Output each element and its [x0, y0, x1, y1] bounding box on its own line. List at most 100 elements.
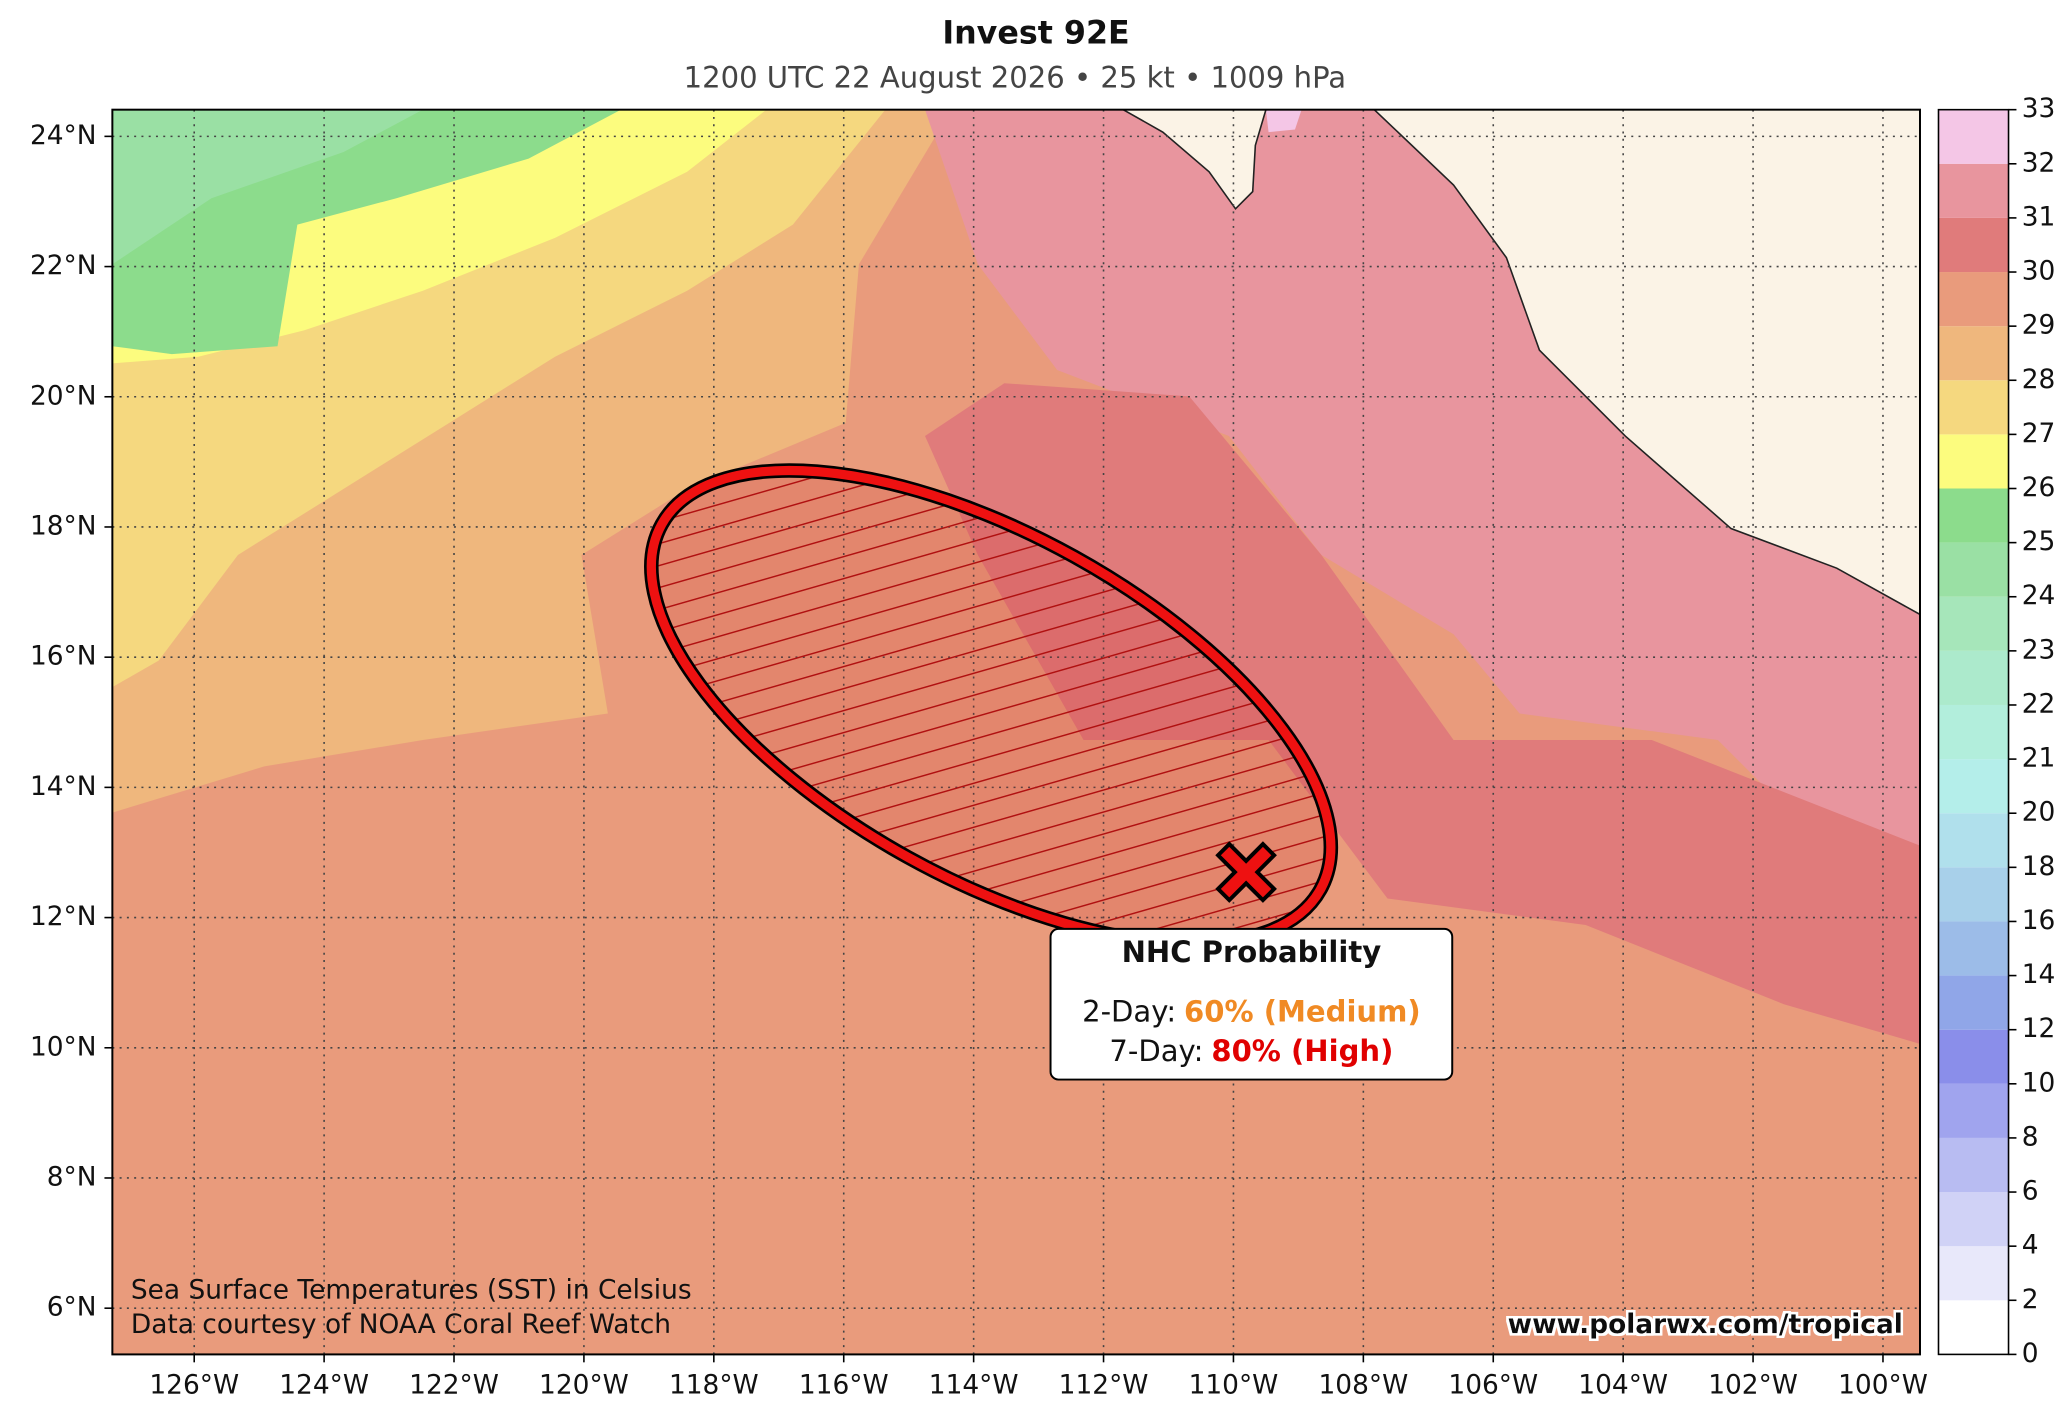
- colorbar-frame: [1937, 108, 2010, 1356]
- colorbar-label: 21: [2022, 743, 2056, 774]
- colorbar-label: 30: [2022, 256, 2056, 287]
- colorbar-segment: [1938, 217, 2009, 273]
- sst-zone: [925, 383, 1920, 1044]
- colorbar-segment: [1938, 272, 2009, 327]
- colorbar-segment: [1938, 596, 2009, 651]
- colorbar-label: 22: [2022, 688, 2056, 719]
- colorbar-segment: [1938, 1246, 2009, 1301]
- colorbar-segment: [1938, 542, 2009, 597]
- colorbar-label: 23: [2022, 634, 2056, 665]
- colorbar-label: 8: [2022, 1121, 2039, 1152]
- colorbar-segment: [1938, 1083, 2009, 1138]
- outlook-area: [644, 463, 1339, 951]
- colorbar-label: 24: [2022, 580, 2056, 611]
- y-tick-label: 12°N: [30, 901, 97, 932]
- land: [1121, 109, 1267, 210]
- colorbar-segment: [1938, 759, 2009, 814]
- colorbar-segment: [1938, 975, 2009, 1030]
- x-tick-label: 116°W: [799, 1370, 889, 1401]
- axes: 126°W 124°W 122°W 120°W 118°W 116°W 114°W 112°W…: [30, 120, 1928, 1401]
- colorbar-segment: [1938, 163, 2009, 218]
- probability-box: NHC Probability 2-Day: 60% (Medium) 7-Day…: [1049, 927, 1454, 1081]
- box: [1049, 927, 1454, 1081]
- colorbar-segment: [1938, 326, 2009, 381]
- colorbar-label: 20: [2022, 797, 2056, 828]
- map-frame: [111, 108, 1921, 1356]
- website: www.polarwx.com/tropical: [1508, 1309, 1903, 1340]
- x-tick-label: 110°W: [1189, 1370, 1279, 1401]
- y-tick-label: 8°N: [47, 1161, 97, 1192]
- colorbar-segment: [1938, 867, 2009, 922]
- colorbar-label: 28: [2022, 364, 2056, 395]
- colorbar-label: 2: [2022, 1284, 2039, 1315]
- graticule: [112, 109, 1920, 1355]
- colorbar: 0246810121416182021222324252627282930313…: [1937, 93, 2056, 1369]
- colorbar-label: 16: [2022, 905, 2056, 936]
- colorbar-label: 31: [2022, 201, 2056, 232]
- row-label: 7-Day:: [1109, 1034, 1203, 1068]
- colorbar-segment: [1938, 488, 2009, 543]
- y-tick-label: 18°N: [30, 510, 97, 541]
- colorbar-segment: [1938, 109, 2009, 164]
- colorbar-segment: [1938, 704, 2009, 760]
- credit: Data courtesy of NOAA Coral Reef Watch: [131, 1309, 671, 1340]
- row-label: 2-Day:: [1082, 994, 1176, 1028]
- colorbar-segment: [1938, 813, 2009, 868]
- x-tick-label: 124°W: [279, 1370, 369, 1401]
- colorbar-segment: [1938, 434, 2009, 489]
- row-value: 60% (Medium): [1184, 994, 1421, 1028]
- probability-row: 7-Day: 80% (High): [1109, 1034, 1393, 1068]
- colorbar-label: 25: [2022, 526, 2056, 557]
- x-tick-label: 122°W: [409, 1370, 499, 1401]
- row-value: 80% (High): [1211, 1034, 1393, 1068]
- y-tick-label: 14°N: [30, 771, 97, 802]
- colorbar-segment: [1938, 1029, 2009, 1084]
- colorbar-label: 32: [2022, 147, 2056, 178]
- x-tick-label: 104°W: [1578, 1370, 1668, 1401]
- box-title: NHC Probability: [1122, 935, 1382, 969]
- x-tick-label: 114°W: [929, 1370, 1019, 1401]
- colorbar-label: 12: [2022, 1013, 2056, 1044]
- y-tick-label: 6°N: [47, 1292, 97, 1323]
- x-tick-label: 118°W: [669, 1370, 759, 1401]
- colorbar-segment: [1938, 1192, 2009, 1247]
- title: Invest 92E: [942, 15, 1129, 51]
- colorbar-label: 33: [2022, 93, 2056, 124]
- colorbar-segment: [1938, 380, 2009, 435]
- colorbar-segment: [1938, 1137, 2009, 1193]
- sst-zone: [112, 109, 423, 265]
- y-tick-label: 20°N: [30, 380, 97, 411]
- y-tick-label: 24°N: [30, 120, 97, 151]
- probability-row: 2-Day: 60% (Medium): [1082, 994, 1421, 1028]
- colorbar-segment: [1938, 650, 2009, 705]
- y-tick-label: 10°N: [30, 1031, 97, 1062]
- colorbar-label: 29: [2022, 310, 2056, 341]
- x-tick-label: 106°W: [1448, 1370, 1538, 1401]
- colorbar-segment: [1938, 921, 2009, 976]
- x-tick-label: 126°W: [149, 1370, 239, 1401]
- outlook-ellipse: [646, 465, 1336, 949]
- land: [1373, 109, 1920, 616]
- colorbar-label: 18: [2022, 851, 2056, 882]
- sst-field: [112, 109, 1920, 1355]
- y-tick-label: 16°N: [30, 641, 97, 672]
- x-tick-label: 120°W: [539, 1370, 629, 1401]
- x-tick-label: 108°W: [1318, 1370, 1408, 1401]
- colorbar-label: 14: [2022, 959, 2056, 990]
- y-tick-label: 22°N: [30, 250, 97, 281]
- credit: Sea Surface Temperatures (SST) in Celsiu…: [131, 1274, 692, 1305]
- colorbar-segment: [1938, 1300, 2009, 1355]
- storm-marker: [1215, 841, 1277, 903]
- colorbar-label: 6: [2022, 1176, 2039, 1207]
- subtitle: 1200 UTC 22 August 2026 • 25 kt • 1009 h…: [684, 60, 1347, 94]
- x-tick-label: 112°W: [1059, 1370, 1149, 1401]
- colorbar-label: 26: [2022, 472, 2056, 503]
- colorbar-label: 0: [2022, 1338, 2039, 1369]
- colorbar-label: 27: [2022, 418, 2056, 449]
- x-tick-label: 100°W: [1838, 1370, 1928, 1401]
- x-tick-label: 102°W: [1708, 1370, 1798, 1401]
- colorbar-label: 10: [2022, 1067, 2056, 1098]
- colorbar-label: 4: [2022, 1230, 2039, 1261]
